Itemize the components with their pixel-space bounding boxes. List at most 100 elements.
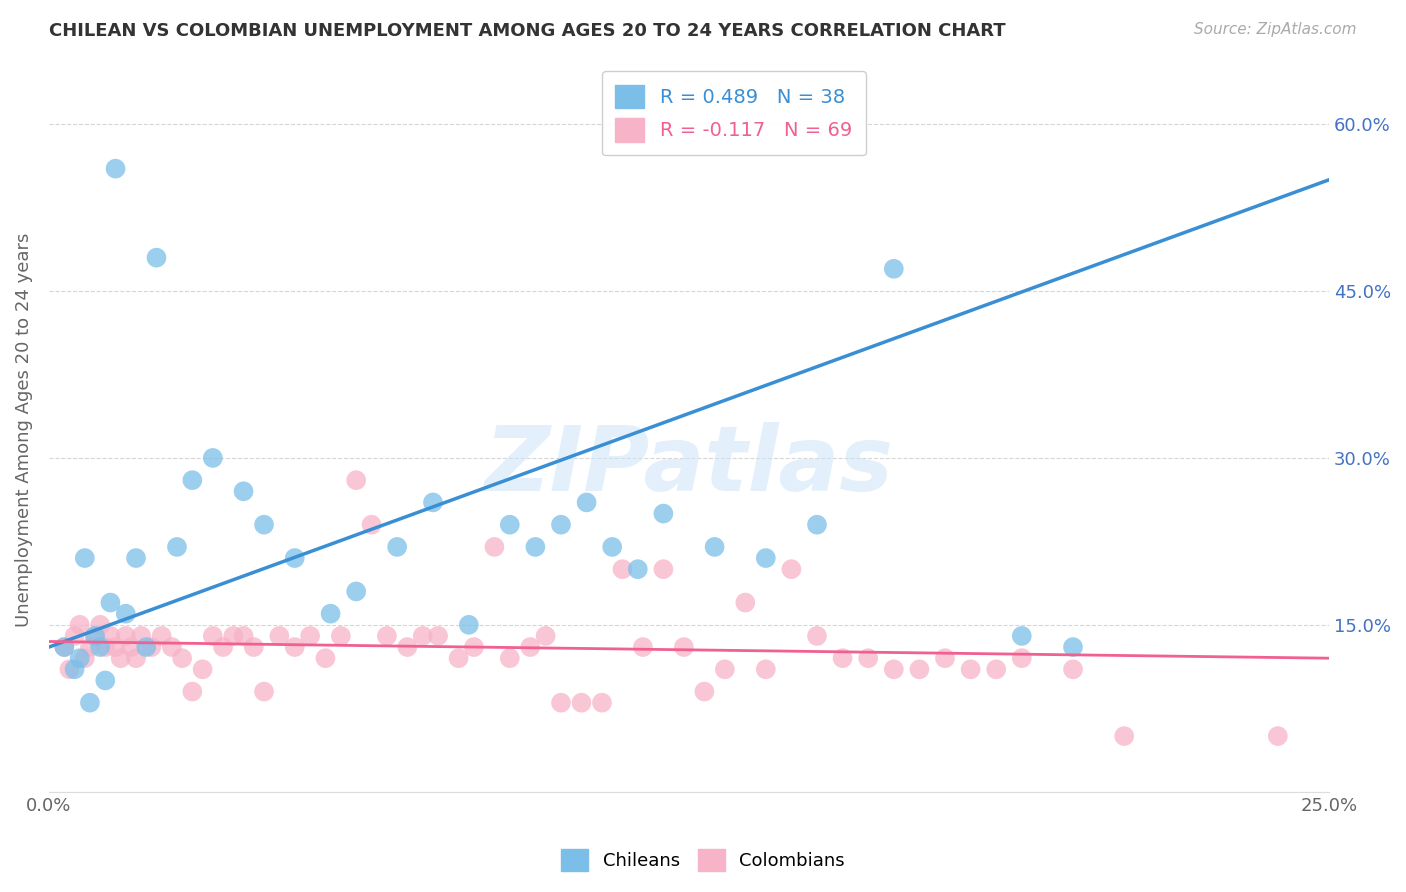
- Point: [550, 517, 572, 532]
- Point: [734, 596, 756, 610]
- Point: [499, 517, 522, 532]
- Point: [1062, 640, 1084, 654]
- Point: [600, 540, 623, 554]
- Point: [463, 640, 485, 654]
- Point: [693, 684, 716, 698]
- Point: [145, 251, 167, 265]
- Point: [284, 551, 307, 566]
- Point: [141, 640, 163, 654]
- Point: [575, 495, 598, 509]
- Point: [110, 651, 132, 665]
- Point: [53, 640, 76, 654]
- Point: [703, 540, 725, 554]
- Text: CHILEAN VS COLOMBIAN UNEMPLOYMENT AMONG AGES 20 TO 24 YEARS CORRELATION CHART: CHILEAN VS COLOMBIAN UNEMPLOYMENT AMONG …: [49, 22, 1005, 40]
- Point: [856, 651, 879, 665]
- Point: [908, 662, 931, 676]
- Point: [84, 629, 107, 643]
- Point: [806, 629, 828, 643]
- Point: [242, 640, 264, 654]
- Point: [79, 640, 101, 654]
- Point: [959, 662, 981, 676]
- Point: [484, 540, 506, 554]
- Point: [284, 640, 307, 654]
- Point: [135, 640, 157, 654]
- Point: [499, 651, 522, 665]
- Point: [150, 629, 173, 643]
- Point: [181, 473, 204, 487]
- Point: [396, 640, 419, 654]
- Point: [125, 651, 148, 665]
- Point: [447, 651, 470, 665]
- Legend: Chileans, Colombians: Chileans, Colombians: [554, 842, 852, 879]
- Point: [314, 651, 336, 665]
- Point: [524, 540, 547, 554]
- Point: [269, 629, 291, 643]
- Point: [94, 673, 117, 688]
- Point: [172, 651, 194, 665]
- Legend: R = 0.489   N = 38, R = -0.117   N = 69: R = 0.489 N = 38, R = -0.117 N = 69: [602, 71, 866, 155]
- Point: [104, 161, 127, 176]
- Point: [53, 640, 76, 654]
- Point: [63, 629, 86, 643]
- Point: [591, 696, 613, 710]
- Point: [69, 651, 91, 665]
- Point: [427, 629, 450, 643]
- Point: [63, 662, 86, 676]
- Point: [457, 617, 479, 632]
- Point: [627, 562, 650, 576]
- Point: [934, 651, 956, 665]
- Point: [571, 696, 593, 710]
- Point: [114, 629, 136, 643]
- Point: [806, 517, 828, 532]
- Point: [89, 640, 111, 654]
- Point: [114, 607, 136, 621]
- Text: Source: ZipAtlas.com: Source: ZipAtlas.com: [1194, 22, 1357, 37]
- Point: [73, 651, 96, 665]
- Point: [344, 584, 367, 599]
- Point: [160, 640, 183, 654]
- Point: [100, 629, 122, 643]
- Point: [212, 640, 235, 654]
- Point: [1062, 662, 1084, 676]
- Point: [652, 562, 675, 576]
- Point: [422, 495, 444, 509]
- Point: [69, 617, 91, 632]
- Point: [166, 540, 188, 554]
- Point: [201, 629, 224, 643]
- Point: [375, 629, 398, 643]
- Point: [201, 450, 224, 465]
- Point: [319, 607, 342, 621]
- Point: [94, 640, 117, 654]
- Point: [89, 617, 111, 632]
- Point: [1114, 729, 1136, 743]
- Text: ZIPatlas: ZIPatlas: [485, 422, 893, 510]
- Point: [519, 640, 541, 654]
- Point: [253, 517, 276, 532]
- Point: [125, 551, 148, 566]
- Point: [58, 662, 80, 676]
- Point: [780, 562, 803, 576]
- Point: [191, 662, 214, 676]
- Point: [100, 596, 122, 610]
- Point: [652, 507, 675, 521]
- Point: [329, 629, 352, 643]
- Point: [755, 662, 778, 676]
- Point: [534, 629, 557, 643]
- Point: [385, 540, 408, 554]
- Point: [299, 629, 322, 643]
- Point: [344, 473, 367, 487]
- Point: [120, 640, 142, 654]
- Point: [1011, 629, 1033, 643]
- Y-axis label: Unemployment Among Ages 20 to 24 years: Unemployment Among Ages 20 to 24 years: [15, 233, 32, 627]
- Point: [232, 629, 254, 643]
- Point: [222, 629, 245, 643]
- Point: [550, 696, 572, 710]
- Point: [714, 662, 737, 676]
- Point: [672, 640, 695, 654]
- Point: [84, 629, 107, 643]
- Point: [129, 629, 152, 643]
- Point: [986, 662, 1008, 676]
- Point: [232, 484, 254, 499]
- Point: [612, 562, 634, 576]
- Point: [73, 551, 96, 566]
